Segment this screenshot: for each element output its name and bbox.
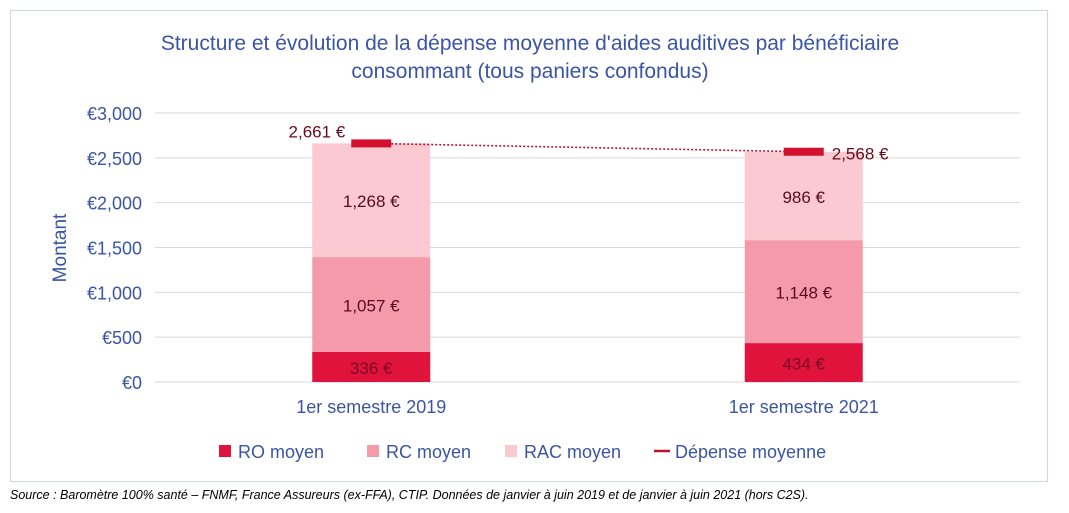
y-tick-label: €500 — [102, 328, 142, 348]
series-line — [371, 142, 804, 153]
line-marker — [783, 147, 824, 156]
line-data-label: 2,661 € — [289, 122, 346, 141]
source-note: Source : Baromètre 100% santé – FNMF, Fr… — [10, 488, 809, 502]
bar-segment — [744, 151, 863, 241]
line-marker — [351, 139, 392, 148]
x-tick-label: 1er semestre 2019 — [296, 397, 446, 417]
y-tick-label: €3,000 — [87, 104, 142, 124]
y-tick-label: €2,500 — [87, 149, 142, 169]
data-label: 1,148 € — [775, 284, 832, 303]
data-label: 434 € — [782, 355, 825, 374]
data-label: 1,057 € — [343, 296, 400, 315]
legend-swatch — [505, 445, 517, 457]
x-tick-label: 1er semestre 2021 — [729, 397, 879, 417]
bar-segment — [312, 351, 431, 382]
bar-segment — [312, 143, 431, 258]
y-tick-label: €1,500 — [87, 239, 142, 259]
line-data-label: 2,568 € — [832, 145, 889, 164]
y-tick-label: €0 — [122, 373, 142, 393]
data-label: 336 € — [350, 359, 393, 378]
legend-label: RO moyen — [238, 442, 324, 462]
legend-swatch — [219, 445, 231, 457]
legend-label: RAC moyen — [524, 442, 621, 462]
y-tick-label: €1,000 — [87, 283, 142, 303]
chart-title: Structure et évolution de la dépense moy… — [160, 32, 900, 83]
bar-segment — [312, 257, 431, 352]
data-label: 986 € — [782, 188, 825, 207]
chart-frame — [10, 10, 1048, 482]
bar-segment — [744, 343, 863, 382]
y-tick-label: €2,000 — [87, 194, 142, 214]
y-axis-label: Montant — [50, 213, 71, 282]
legend-swatch — [367, 445, 379, 457]
data-label: 1,268 € — [343, 192, 400, 211]
bar-segment — [744, 240, 863, 344]
legend-label: Dépense moyenne — [675, 442, 826, 462]
legend-label: RC moyen — [386, 442, 471, 462]
